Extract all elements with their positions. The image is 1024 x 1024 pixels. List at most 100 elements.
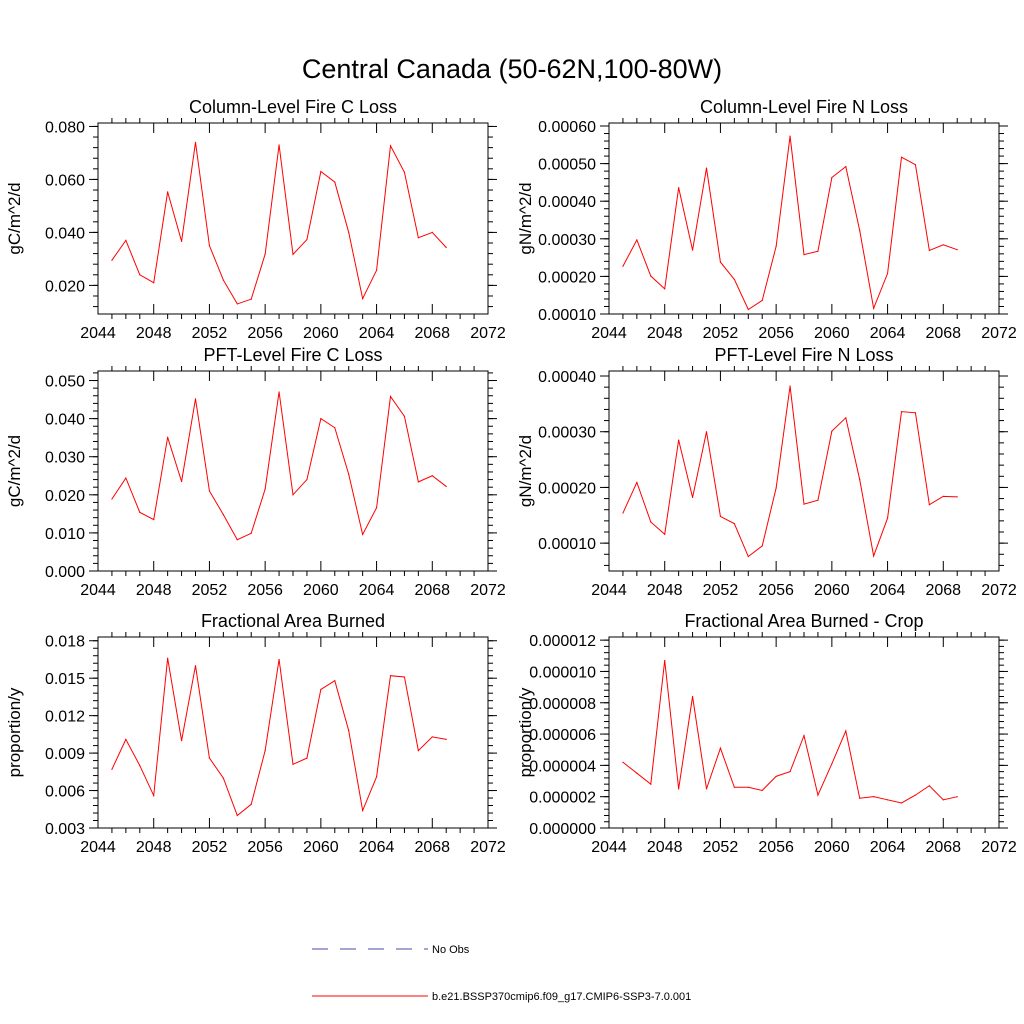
- data-point: [719, 747, 722, 749]
- data-point: [180, 480, 183, 483]
- plot-frame: [97, 370, 489, 572]
- series-line: [111, 658, 447, 817]
- data-point: [956, 496, 958, 498]
- data-point: [278, 144, 280, 146]
- data-point: [320, 170, 322, 173]
- data-point: [900, 802, 903, 804]
- data-point: [747, 308, 749, 311]
- series-line: [111, 142, 447, 305]
- x-tick-label: 2072: [470, 839, 506, 856]
- data-point: [622, 761, 624, 763]
- x-tick-label: 2060: [814, 325, 850, 342]
- x-tick-label: 2044: [80, 839, 116, 856]
- x-tick-label: 2064: [359, 839, 395, 856]
- data-point: [250, 532, 252, 534]
- y-tick-label: 0.080: [45, 119, 85, 136]
- y-tick-label: 0.00040: [538, 194, 596, 211]
- y-tick-label: 0.000008: [529, 696, 596, 713]
- data-point: [733, 278, 735, 281]
- data-point: [845, 166, 847, 168]
- data-point: [208, 757, 211, 759]
- data-point: [375, 507, 378, 509]
- data-point: [691, 695, 694, 698]
- data-point: [236, 814, 238, 817]
- x-tick-label: 2048: [136, 582, 172, 599]
- y-tick-label: 0.040: [45, 225, 85, 242]
- data-point: [900, 411, 903, 413]
- data-point: [362, 809, 364, 812]
- data-point: [292, 763, 294, 765]
- data-point: [705, 788, 708, 790]
- data-point: [417, 750, 419, 752]
- data-point: [111, 498, 113, 500]
- data-point: [942, 799, 944, 801]
- data-point: [180, 240, 183, 243]
- y-axis-label: gN/m^2/d: [516, 182, 535, 254]
- data-point: [167, 436, 169, 438]
- y-tick-label: 0.030: [45, 450, 85, 467]
- data-point: [873, 796, 875, 798]
- y-tick-label: 0.000010: [529, 664, 596, 681]
- data-point: [761, 545, 763, 547]
- data-point: [942, 495, 944, 497]
- data-point: [789, 385, 791, 387]
- data-point: [208, 245, 211, 247]
- data-point: [375, 776, 378, 778]
- data-point: [928, 504, 930, 506]
- data-point: [194, 398, 197, 400]
- data-point: [348, 473, 350, 475]
- series-line: [622, 385, 958, 558]
- data-point: [264, 488, 266, 490]
- data-point: [622, 512, 624, 514]
- data-point: [775, 245, 777, 247]
- x-tick-label: 2060: [814, 839, 850, 856]
- data-point: [886, 517, 889, 519]
- x-tick-label: 2052: [192, 582, 228, 599]
- y-tick-label: 0.00020: [538, 269, 596, 286]
- x-tick-label: 2052: [703, 839, 739, 856]
- data-point: [914, 794, 917, 796]
- y-tick-label: 0.00060: [538, 119, 596, 136]
- x-tick-label: 2072: [470, 325, 506, 342]
- data-point: [803, 503, 805, 505]
- data-point: [334, 427, 336, 429]
- data-point: [236, 303, 238, 305]
- data-point: [845, 730, 847, 732]
- data-point: [167, 657, 169, 659]
- y-tick-label: 0.040: [45, 412, 85, 429]
- y-tick-label: 0.000012: [529, 633, 596, 650]
- x-tick-label: 2044: [591, 325, 627, 342]
- data-point: [789, 135, 791, 137]
- x-tick-label: 2044: [80, 582, 116, 599]
- data-point: [873, 555, 875, 557]
- data-point: [320, 418, 322, 420]
- y-axis-label: gN/m^2/d: [516, 435, 535, 507]
- data-point: [278, 658, 280, 661]
- data-point: [831, 176, 833, 179]
- data-point: [348, 730, 350, 732]
- data-point: [194, 665, 197, 667]
- data-point: [747, 555, 749, 558]
- y-tick-label: 0.00030: [538, 425, 596, 442]
- data-point: [705, 167, 708, 169]
- data-point: [803, 735, 805, 737]
- data-point: [859, 479, 861, 481]
- data-point: [733, 786, 735, 788]
- y-tick-label: 0.00020: [538, 480, 596, 497]
- x-tick-label: 2064: [870, 839, 906, 856]
- panel-column-level-fire-n-loss: Column-Level Fire N Loss gN/m^2/d 2044 2048…: [516, 97, 1017, 342]
- x-tick-label: 2048: [647, 839, 683, 856]
- y-tick-label: 0.000002: [529, 790, 596, 807]
- panel-pft-level-fire-n-loss: PFT-Level Fire N Loss gN/m^2/d 2044 2048 205…: [516, 345, 1017, 599]
- data-point: [761, 299, 763, 302]
- data-point: [719, 261, 722, 263]
- data-point: [111, 259, 113, 261]
- x-tick-label: 2068: [925, 839, 961, 856]
- data-point: [622, 265, 624, 267]
- data-point: [928, 249, 930, 252]
- data-point: [914, 412, 917, 414]
- data-point: [264, 750, 266, 752]
- data-point: [306, 478, 308, 481]
- plot-frame: [608, 636, 1000, 829]
- panel-title: Fractional Area Burned: [201, 611, 385, 631]
